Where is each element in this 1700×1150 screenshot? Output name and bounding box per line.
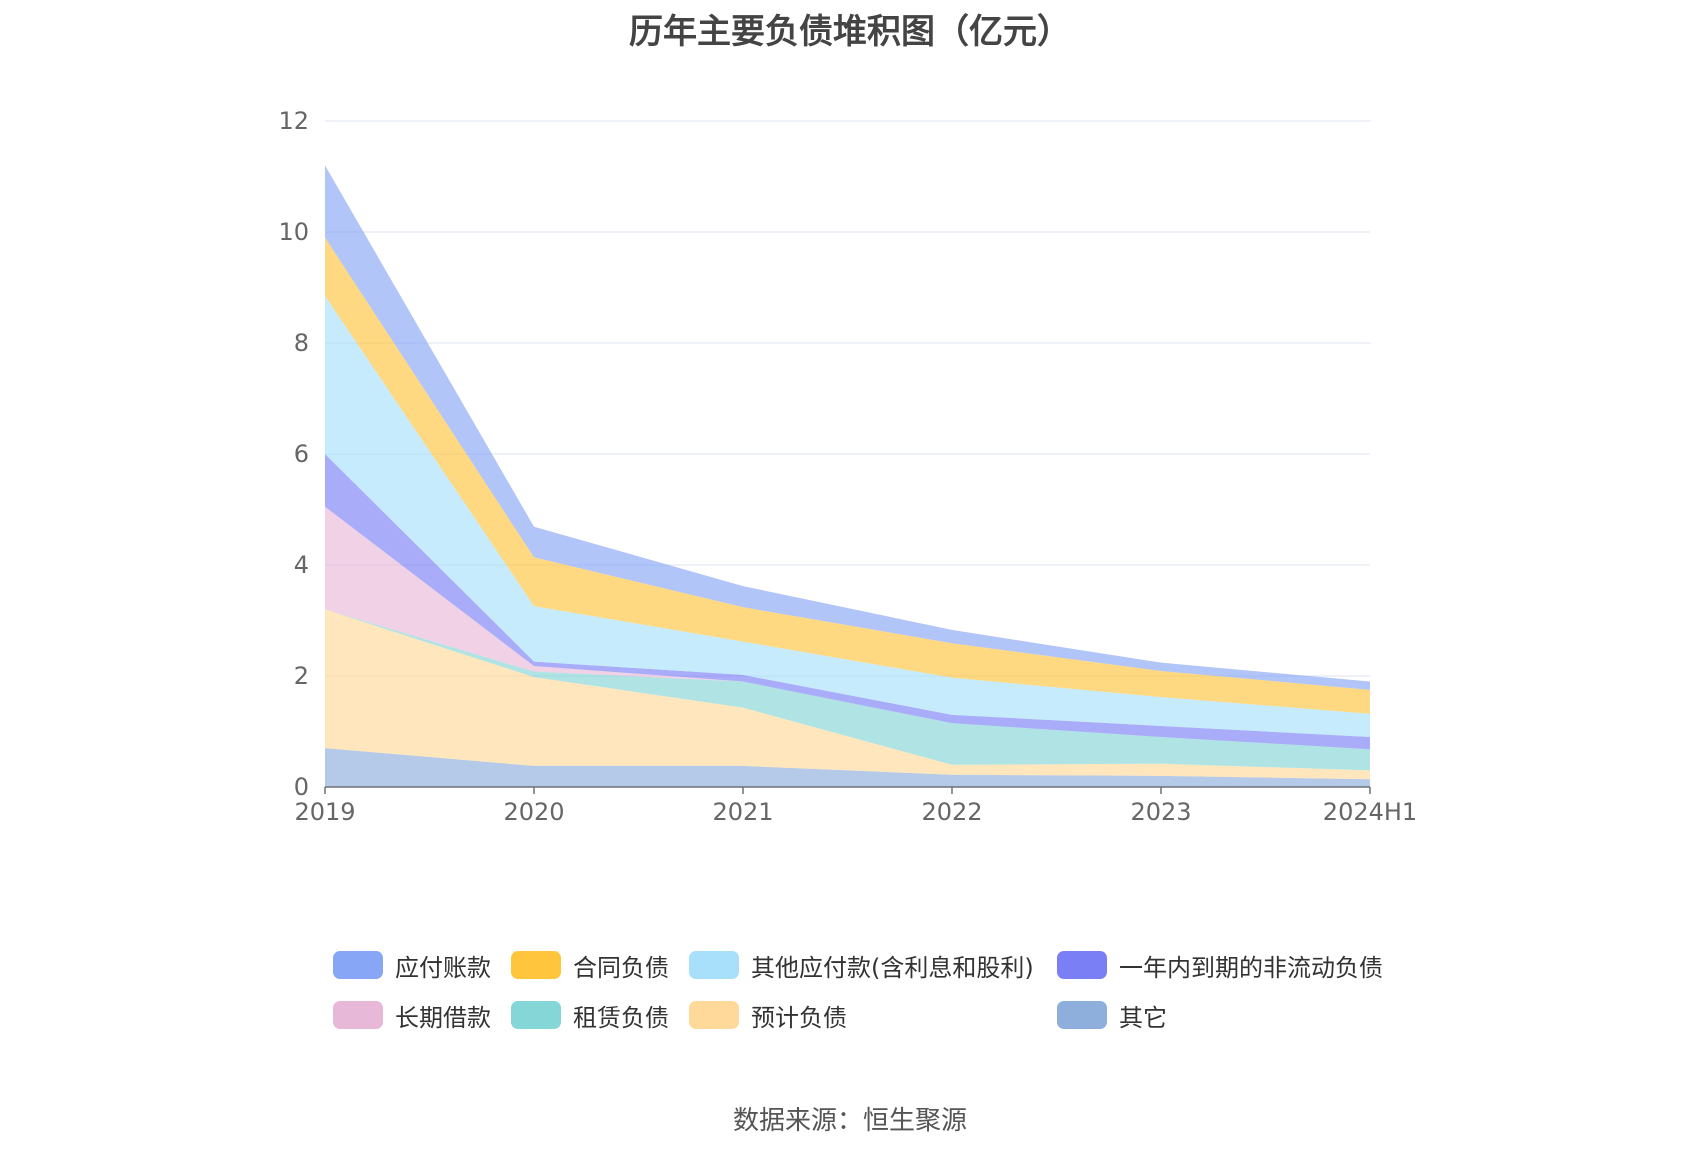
legend-label: 应付账款: [395, 953, 491, 982]
y-tick-label: 6: [294, 440, 309, 468]
legend-row: 应付账款 合同负债 其他应付款(含利息和股利) 一年内到期的非流动负债: [333, 950, 1433, 1000]
x-tick-label: 2019: [294, 798, 355, 826]
y-tick-label: 4: [294, 551, 309, 579]
legend-item[interactable]: 其他应付款(含利息和股利): [689, 950, 1034, 982]
chart-title: 历年主要负债堆积图（亿元）: [629, 12, 1071, 52]
legend-item[interactable]: 长期借款: [333, 1000, 491, 1032]
x-tick-label: 2023: [1130, 798, 1191, 826]
axes: 0 2 4 6 8 10 12 2019 2020 2021 2022 2023 2024H1: [278, 107, 1417, 826]
legend-item[interactable]: 其它: [1057, 1000, 1167, 1032]
legend-label: 其它: [1119, 1003, 1167, 1032]
area-series-5: [325, 295, 1370, 738]
y-tick-label: 12: [278, 107, 309, 135]
y-tick-label: 8: [294, 329, 309, 357]
legend-item[interactable]: 预计负债: [689, 1000, 847, 1032]
legend-swatch: [511, 951, 561, 979]
legend-swatch: [689, 1001, 739, 1029]
legend-label: 一年内到期的非流动负债: [1119, 953, 1383, 982]
area-series: [325, 165, 1370, 787]
area-series-1: [325, 609, 1370, 780]
y-tick-label: 0: [294, 773, 309, 801]
legend: 应付账款 合同负债 其他应付款(含利息和股利) 一年内到期的非流动负债长期借款 租赁负债…: [333, 950, 1433, 1050]
legend-item[interactable]: 合同负债: [511, 950, 669, 982]
area-series-6: [325, 237, 1370, 714]
data-source-note: 数据来源：恒生聚源: [732, 1106, 967, 1136]
x-tick-label: 2022: [921, 798, 982, 826]
legend-swatch: [1057, 951, 1107, 979]
legend-label: 预计负债: [751, 1003, 847, 1032]
legend-label: 租赁负债: [573, 1003, 669, 1032]
x-tick-label: 2024H1: [1323, 798, 1417, 826]
x-tick-label: 2021: [712, 798, 773, 826]
area-series-0: [325, 748, 1370, 787]
legend-label: 合同负债: [573, 953, 669, 982]
legend-swatch: [1057, 1001, 1107, 1029]
legend-label: 长期借款: [395, 1003, 491, 1032]
legend-swatch: [689, 951, 739, 979]
legend-item[interactable]: 一年内到期的非流动负债: [1057, 950, 1383, 982]
area-series-7: [325, 165, 1370, 690]
legend-swatch: [333, 951, 383, 979]
legend-swatch: [333, 1001, 383, 1029]
legend-row: 长期借款 租赁负债 预计负债 其它: [333, 1000, 1433, 1050]
legend-item[interactable]: 租赁负债: [511, 1000, 669, 1032]
area-series-2: [325, 609, 1370, 771]
y-tick-label: 10: [278, 218, 309, 246]
legend-label: 其他应付款(含利息和股利): [751, 953, 1034, 982]
legend-swatch: [511, 1001, 561, 1029]
y-tick-label: 2: [294, 662, 309, 690]
x-tick-label: 2020: [503, 798, 564, 826]
legend-item[interactable]: 应付账款: [333, 950, 491, 982]
